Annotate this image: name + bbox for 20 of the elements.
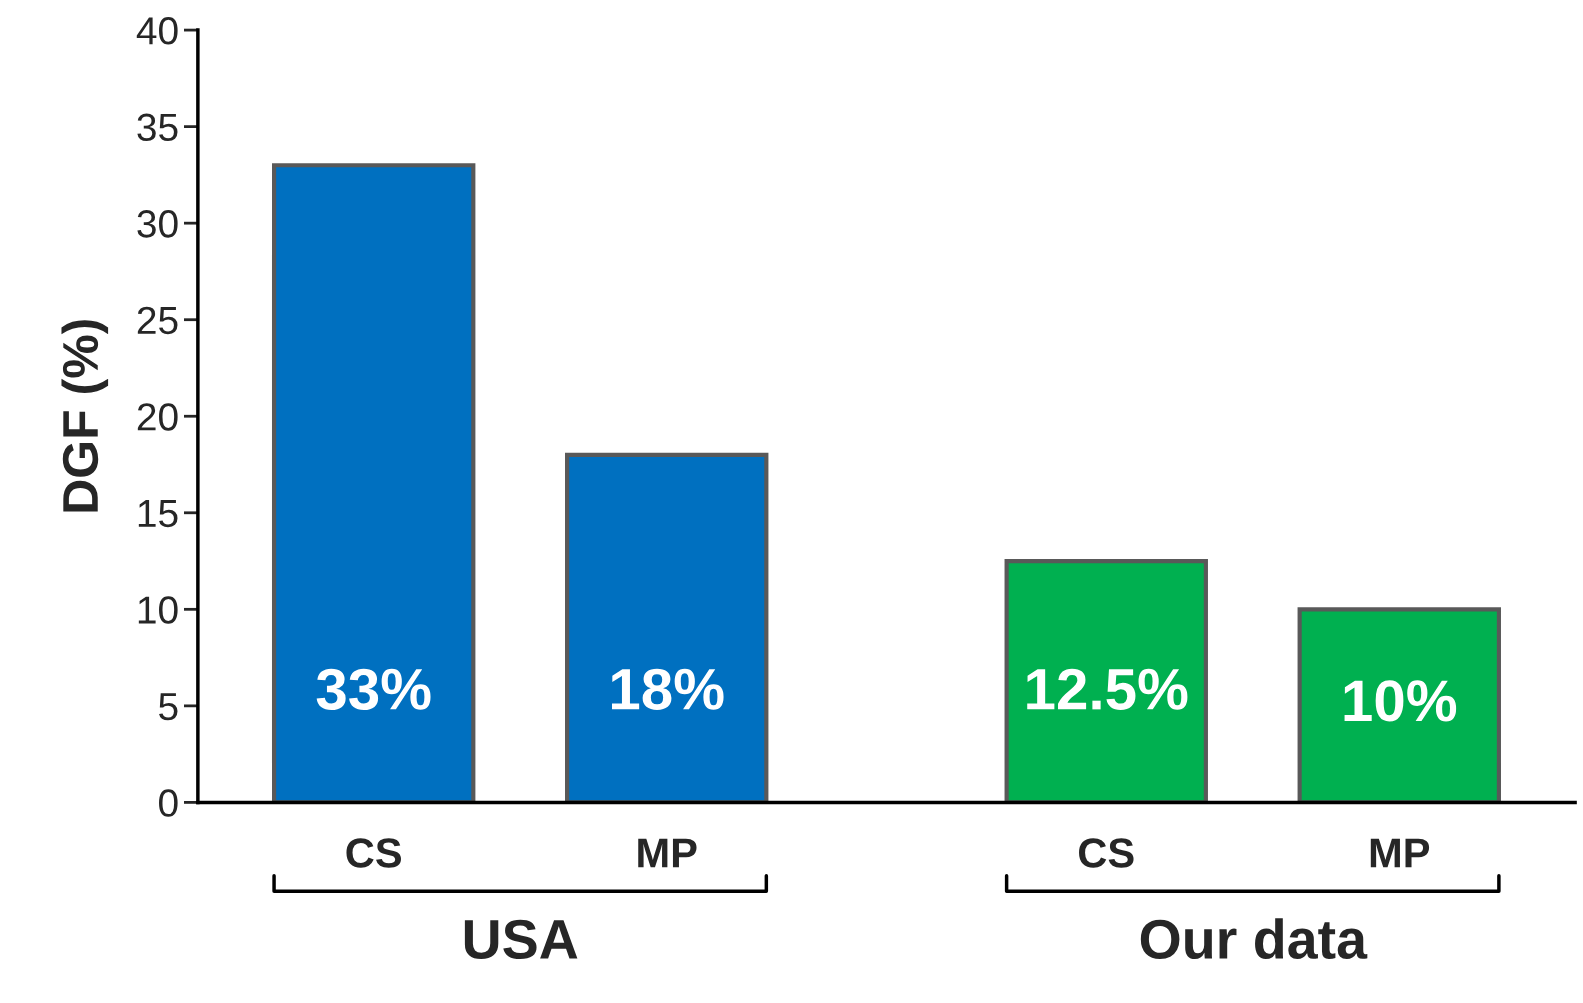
y-axis-title: DGF (%) bbox=[61, 320, 109, 512]
x-tick-label: CS bbox=[346, 838, 401, 868]
data-label: 18% bbox=[612, 668, 724, 710]
data-label: 12.5% bbox=[1027, 668, 1188, 710]
text: USA bbox=[464, 919, 578, 960]
data-label: 10% bbox=[1344, 680, 1457, 722]
y-tick-label: 0 bbox=[159, 789, 178, 817]
x-tick-label: MP bbox=[638, 838, 697, 868]
x-tick-label: CS bbox=[1079, 838, 1134, 868]
data-label: 33% bbox=[316, 668, 431, 711]
y-tick-label: 10 bbox=[138, 596, 178, 624]
y-tick-label: 20 bbox=[137, 403, 178, 431]
y-tick-label: 5 bbox=[159, 693, 178, 721]
y-tick-label: 15 bbox=[138, 500, 178, 528]
y-tick-label: 25 bbox=[137, 306, 178, 335]
y-tick-label: 40 bbox=[136, 17, 178, 45]
y-tick-label: 35 bbox=[137, 113, 178, 142]
text: Our data bbox=[1140, 918, 1368, 960]
y-tick-label: 30 bbox=[137, 210, 178, 238]
x-tick-label: MP bbox=[1370, 838, 1430, 868]
